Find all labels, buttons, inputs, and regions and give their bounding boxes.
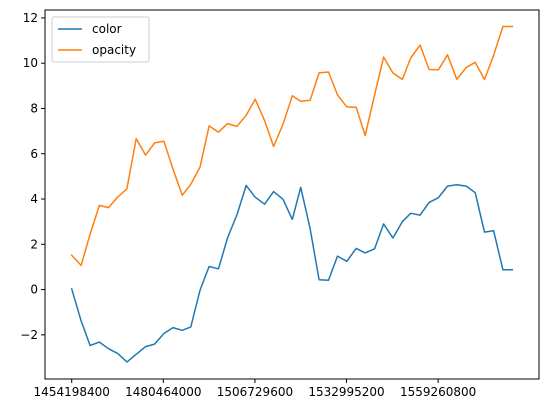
- x-tick-label: 1454198400: [34, 385, 110, 399]
- x-tick-label: 1559260800: [400, 385, 476, 399]
- y-tick-label: 8: [30, 101, 38, 115]
- legend: color opacity: [51, 16, 150, 63]
- y-tick-label: 4: [30, 192, 38, 206]
- y-tick-label: 10: [23, 56, 38, 70]
- legend-label-opacity: opacity: [92, 43, 136, 57]
- series-lines: [70, 25, 514, 363]
- y-tick-label: 6: [30, 147, 38, 161]
- x-tick-label: 1532995200: [308, 385, 384, 399]
- legend-label-color: color: [92, 22, 122, 36]
- x-axis: 1454198400 1480464000 1506729600 1532995200…: [34, 379, 476, 399]
- y-tick-label: 2: [30, 237, 38, 251]
- plot-area-frame: [44, 9, 540, 380]
- series-line-opacity: [70, 25, 514, 267]
- x-tick-label: 1506729600: [217, 385, 293, 399]
- y-tick-label: 0: [30, 283, 38, 297]
- y-tick-label: 12: [23, 11, 38, 25]
- y-axis: −2 0 2 4 6 8 10 12: [20, 11, 45, 342]
- y-tick-label: −2: [20, 328, 38, 342]
- x-tick-label: 1480464000: [125, 385, 201, 399]
- series-line-color: [70, 184, 514, 363]
